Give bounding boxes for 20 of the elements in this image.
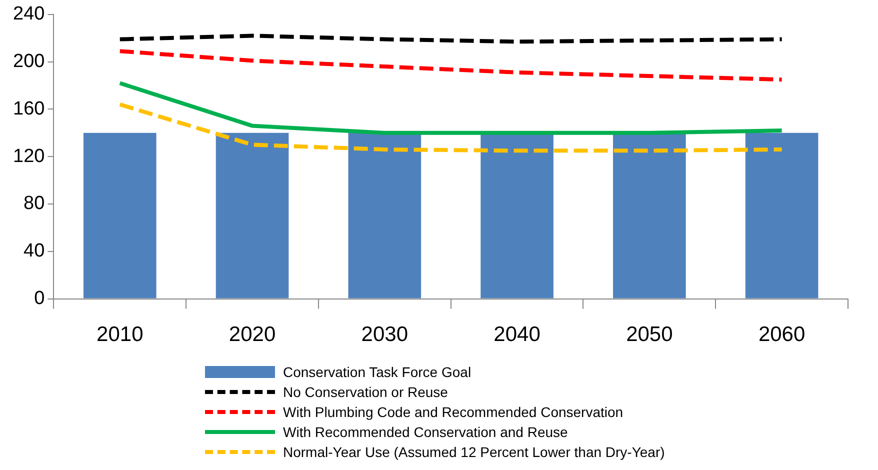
legend-label: Normal-Year Use (Assumed 12 Percent Lower than Dry-Year)	[283, 443, 665, 462]
y-tick-label: 40	[24, 240, 45, 262]
y-tick-label: 160	[13, 98, 45, 120]
x-tick-label: 2050	[626, 323, 673, 346]
x-tick-label: 2010	[96, 323, 144, 346]
legend-label: Conservation Task Force Goal	[283, 363, 472, 382]
y-tick-label: 80	[24, 193, 45, 214]
x-tick-label: 2040	[494, 323, 540, 346]
legend-label: With Recommended Conservation and Reuse	[283, 423, 568, 442]
y-tick-label: 200	[13, 51, 45, 72]
x-tick-label: 2020	[228, 323, 276, 346]
y-tick-label: 120	[13, 146, 45, 167]
x-tick-label: 2060	[758, 323, 806, 346]
y-tick-label: 0	[34, 288, 45, 310]
x-tick-label: 2030	[361, 323, 408, 346]
legend-label: No Conservation or Reuse	[283, 383, 448, 402]
legend-label: With Plumbing Code and Recommended Conservation	[283, 403, 624, 422]
y-tick-label: 240	[13, 4, 45, 25]
line-series	[118, 49, 784, 82]
line-series	[118, 102, 784, 153]
